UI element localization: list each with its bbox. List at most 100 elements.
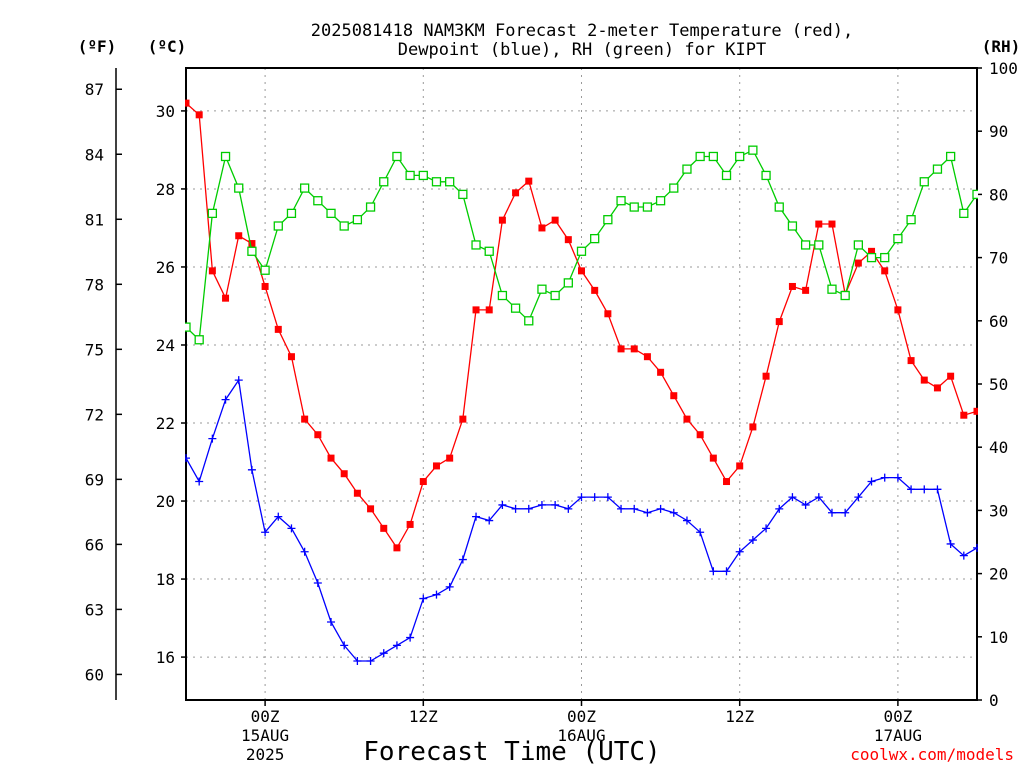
temperature-point [894,306,902,314]
rh-point [207,208,218,219]
plot-frame [185,67,978,701]
dewpoint-point [867,477,876,486]
dewpoint-point [643,508,652,517]
temperature-point [788,282,796,290]
rh-point [761,170,771,181]
rh-point [273,221,283,231]
rh-point [431,177,442,187]
dewpoint-point [445,582,454,591]
dewpoint-point [709,567,718,576]
dewpoint-point [366,656,375,665]
rh-point [669,183,679,193]
dewpoint-point [933,485,942,494]
rh-point [642,202,653,212]
dewpoint-point [485,516,494,525]
temperature-point [274,325,282,333]
chart-title-line2: Dewpoint (blue), RH (green) for KIPT [398,40,766,60]
rh-point [550,290,560,301]
dewpoint-point [185,454,190,463]
temperature-point [380,524,388,532]
x-axis-label: Forecast Time (UTC) [363,737,660,767]
series-rh [185,145,978,345]
rh-point [853,240,863,250]
rh-point [260,265,270,275]
chart-title-line1: 2025081418 NAM3KM Forecast 2-meter Tempe… [311,21,853,41]
gridlines [186,68,977,700]
dewpoint-point [696,528,705,537]
temperature-point [222,294,230,302]
temperature-point [696,431,704,439]
temperature-point [828,220,836,228]
temperature-point [736,462,744,470]
rh-point [220,151,231,162]
temperature-point [512,189,520,197]
dewpoint-point [551,500,560,509]
rh-point [471,240,481,250]
rh-point [880,252,890,263]
rh-point [194,335,204,345]
temperature-point [538,224,546,232]
dewpoint-point [959,551,968,560]
rh-point [458,189,468,200]
rh-point [629,202,639,212]
rh-point [616,196,626,206]
x-tick-label: 12Z [725,707,754,726]
dewpoint-point [524,504,533,513]
dewpoint-point [893,473,902,482]
temperature-point [287,353,295,361]
dewpoint-point [630,504,639,513]
x-tick-label: 12Z [409,707,438,726]
dewpoint-point [669,508,678,517]
dewpoint-point [841,508,850,517]
x-tick-date: 17AUG [874,726,922,745]
rh-point [365,202,376,212]
temperature-point [802,286,810,294]
series-dewpoint [185,376,978,665]
rh-tick-label: 0 [989,691,999,710]
rh-tick-label: 50 [989,375,1008,394]
dewpoint-point [603,493,612,502]
dewpoint-point [419,594,428,603]
dewpoint-point [472,512,481,521]
temperature-point [578,267,585,275]
dewpoint-point [432,590,441,599]
temperature-point [907,357,915,365]
temperature-point [643,353,651,361]
temperature-point [419,478,427,486]
rh-point [603,215,613,225]
dewpoint-point [353,656,362,665]
rh-point [524,316,534,326]
rh-point [655,196,666,206]
temperature-point [248,240,256,248]
celsius-tick-label: 28 [156,180,175,199]
fahrenheit-tick-label: 81 [85,210,104,229]
temperature-point [195,111,203,119]
temperature-point [881,267,889,275]
temperature-point [709,454,717,462]
rh-point [787,221,798,231]
dewpoint-point [261,528,270,537]
dewpoint-point [511,504,520,513]
temperature-point [723,478,731,486]
rh-point [247,246,257,256]
rh-point [418,170,428,181]
temperature-point [630,345,638,353]
fahrenheit-tick-label: 78 [85,275,104,294]
rh-point [379,177,389,187]
temperature-point [459,415,467,423]
rh-point [576,246,587,256]
fahrenheit-tick-label: 72 [85,405,104,424]
rh-point [185,322,191,332]
rh-point [537,284,547,294]
rh-point [563,278,573,288]
temperature-point [327,454,335,462]
x-tick-date: 15AUG [241,726,289,745]
rh-point [735,151,745,162]
temperature-point [617,345,625,353]
dewpoint-point [590,493,599,502]
temperature-point [314,431,322,439]
rh-point [721,170,732,181]
temperature-point [353,489,361,497]
